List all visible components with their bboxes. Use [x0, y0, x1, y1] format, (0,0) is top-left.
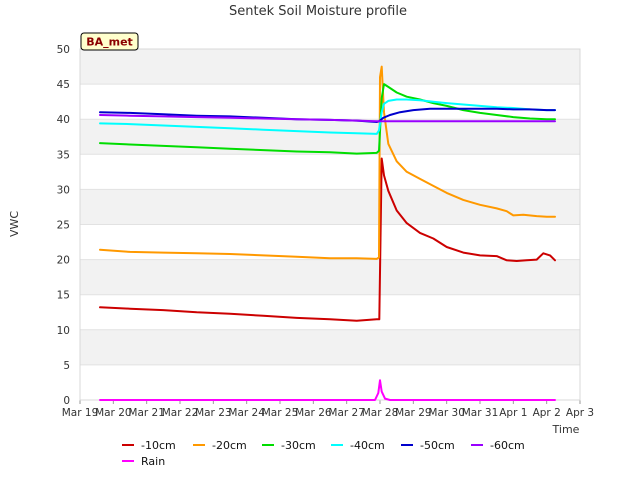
x-tick-label: Mar 25 [262, 407, 299, 419]
y-tick-label: 35 [57, 149, 70, 161]
plot-background [80, 48, 580, 401]
series-line-rain [99, 379, 556, 401]
y-tick-label: 50 [57, 44, 70, 56]
y-axis-ticks: 0 5 10 15 20 25 30 35 40 45 50 [57, 44, 70, 407]
grid-band [80, 364, 580, 400]
x-axis-label: Time [552, 423, 580, 436]
y-tick-label: 40 [57, 114, 70, 126]
x-tick-label: Mar 26 [295, 407, 332, 419]
y-tick-label: 25 [57, 220, 70, 232]
x-tick-label: Mar 21 [128, 407, 165, 419]
chart-title: Sentek Soil Moisture profile [229, 4, 407, 19]
y-tick-label: 20 [57, 255, 70, 267]
legend-label-rain: Rain [141, 455, 165, 468]
series-line-60cm [99, 114, 556, 123]
x-tick-label: Mar 27 [328, 407, 365, 419]
series-line-50cm [99, 107, 556, 123]
grid-band [80, 154, 580, 190]
legend: -10cm -20cm -30cm -40cm -50cm -60cm Rain [122, 439, 525, 468]
grid-band [80, 329, 580, 365]
x-tick-label: Apr 3 [566, 407, 594, 419]
series-line-20cm [99, 65, 556, 260]
grid-band [80, 259, 580, 295]
legend-label-50cm: -50cm [420, 439, 455, 452]
series-line-30cm [99, 83, 556, 155]
legend-label-40cm: -40cm [350, 439, 385, 452]
y-tick-label: 0 [63, 395, 70, 407]
y-tick-label: 30 [57, 184, 70, 196]
legend-label-60cm: -60cm [490, 439, 525, 452]
x-tick-label: Mar 22 [162, 407, 199, 419]
series-line-40cm [99, 98, 556, 135]
x-tick-label: Mar 29 [395, 407, 432, 419]
legend-label-20cm: -20cm [212, 439, 247, 452]
station-badge-box [80, 32, 139, 51]
y-tick-label: 10 [57, 325, 70, 337]
x-tick-label: Mar 19 [62, 407, 99, 419]
x-tick-label: Mar 24 [228, 407, 265, 419]
x-tick-label: Mar 30 [428, 407, 465, 419]
series-lines [99, 65, 556, 401]
station-badge-label: BA_met [86, 36, 133, 49]
x-tick-label: Mar 28 [362, 407, 399, 419]
y-tick-label: 5 [63, 360, 70, 372]
x-tick-label: Mar 23 [195, 407, 232, 419]
station-badge: BA_met [80, 32, 139, 51]
grid-band [80, 189, 580, 225]
legend-label-10cm: -10cm [141, 439, 176, 452]
y-axis-label: VWC [8, 211, 21, 237]
y-tick-label: 15 [57, 290, 70, 302]
series-line-10cm [99, 157, 556, 322]
x-tick-label: Apr 2 [533, 407, 561, 419]
grid-band [80, 294, 580, 330]
x-tick-label: Mar 20 [95, 407, 132, 419]
legend-label-30cm: -30cm [281, 439, 316, 452]
grid-band [80, 49, 580, 85]
x-tick-label: Apr 1 [499, 407, 527, 419]
x-tick-label: Mar 31 [462, 407, 499, 419]
y-tick-label: 45 [57, 79, 70, 91]
grid-band [80, 224, 580, 260]
